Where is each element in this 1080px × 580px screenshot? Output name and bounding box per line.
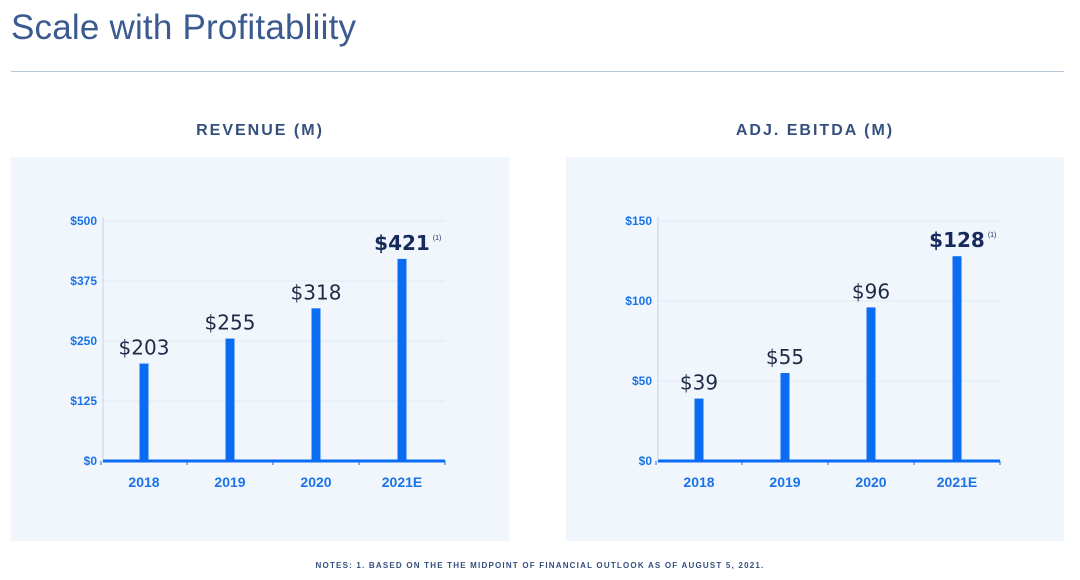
ebitda-chart-panel: $0 $50 $100 $150 $39 2018 $55 2019 $96 2020 $128 (1… [566, 157, 1064, 541]
footnote-mark: (1) [433, 235, 442, 242]
data-label: $55 [766, 345, 804, 369]
bar-2020 [866, 307, 876, 461]
data-label: $96 [852, 279, 890, 303]
x-tick-label: 2020 [300, 474, 331, 490]
bar-2019 [225, 338, 235, 461]
x-tick-label: 2019 [769, 474, 800, 490]
y-tick-label: $0 [639, 454, 653, 468]
bar-2021E [397, 258, 407, 461]
data-label: $128 [929, 228, 985, 252]
revenue-chart-panel: $0 $125 $250 $375 $500 $203 2018 $255 2019 $318 20… [11, 157, 509, 541]
revenue-chart-title: REVENUE (M) [196, 122, 324, 139]
x-tick-label: 2019 [214, 474, 245, 490]
bar-2018 [139, 363, 149, 461]
ebitda-chart-title: ADJ. EBITDA (M) [735, 122, 895, 139]
y-tick-label: $125 [70, 394, 97, 408]
footnote-mark: (1) [988, 232, 997, 239]
y-tick-label: $250 [70, 334, 97, 348]
y-tick-label: $50 [632, 374, 652, 388]
title-divider [11, 71, 1064, 72]
ebitda-chart: $0 $50 $100 $150 $39 2018 $55 2019 $96 2020 $128 (1… [625, 214, 1001, 490]
bar-2020 [311, 308, 321, 461]
y-tick-label: $0 [84, 454, 98, 468]
notes-footnote: NOTES: 1. BASED ON THE THE MIDPOINT OF F… [315, 561, 765, 570]
x-tick-label: 2020 [855, 474, 886, 490]
data-label: $39 [680, 371, 718, 395]
x-tick-label: 2021E [382, 474, 422, 490]
page-title: Scale with Profitabliity [11, 8, 357, 47]
x-tick-label: 2021E [937, 474, 977, 490]
y-tick-label: $100 [625, 294, 652, 308]
bar-2018 [694, 398, 704, 461]
y-tick-label: $150 [625, 214, 652, 228]
x-tick-label: 2018 [128, 474, 159, 490]
bar-2021E [952, 256, 962, 461]
y-tick-label: $500 [70, 214, 97, 228]
data-label: $421 [374, 231, 430, 255]
data-label: $203 [119, 336, 170, 360]
y-tick-label: $375 [70, 274, 97, 288]
bar-2019 [780, 373, 790, 461]
revenue-chart: $0 $125 $250 $375 $500 $203 2018 $255 2019 $318 20… [70, 214, 446, 490]
x-tick-label: 2018 [683, 474, 714, 490]
data-label: $318 [291, 280, 342, 304]
data-label: $255 [205, 311, 256, 335]
